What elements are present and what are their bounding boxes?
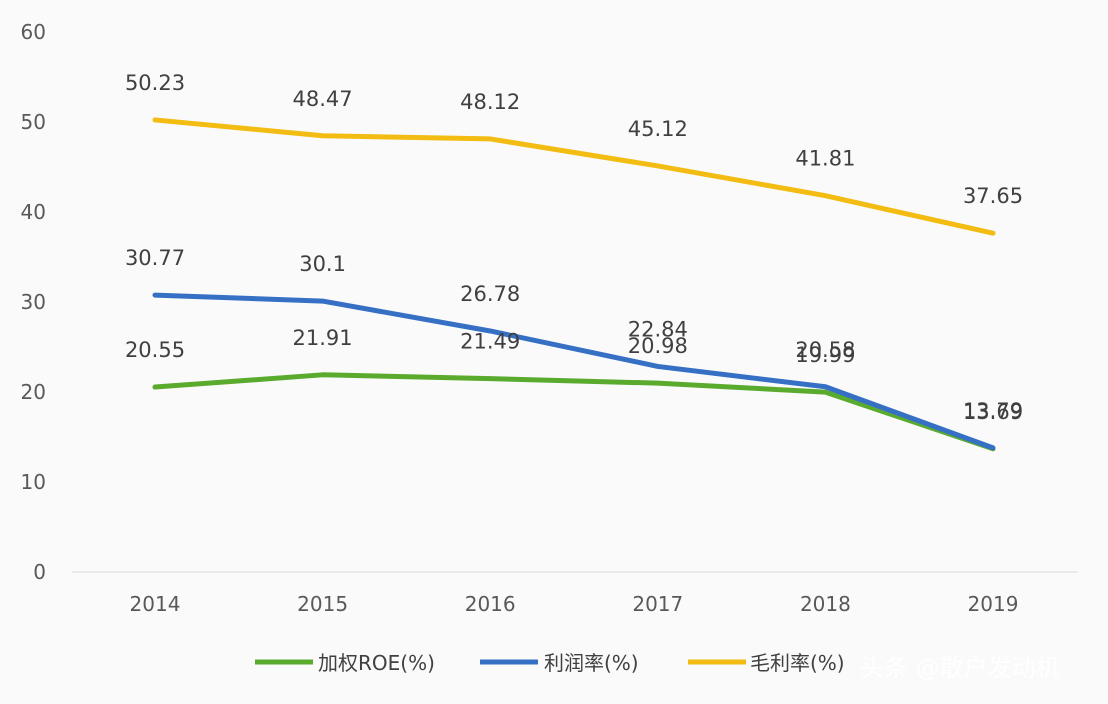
x-tick-label: 2018 — [800, 592, 851, 616]
legend: 加权ROE(%) 利润率(%) 毛利率(%) — [255, 651, 845, 675]
y-tick-label: 0 — [33, 560, 46, 584]
x-tick-label: 2019 — [968, 592, 1019, 616]
data-label: 48.12 — [460, 90, 520, 114]
data-label: 50.23 — [125, 71, 185, 95]
series-line — [152, 372, 996, 452]
legend-label: 加权ROE(%) — [318, 651, 435, 675]
data-label: 30.77 — [125, 246, 185, 270]
data-label: 20.58 — [795, 338, 855, 362]
series-line — [152, 292, 996, 451]
x-tick-label: 2016 — [465, 592, 516, 616]
data-label: 21.49 — [460, 330, 520, 354]
y-tick-label: 20 — [21, 380, 46, 404]
data-label: 19.99 — [795, 343, 855, 367]
data-label: 48.47 — [293, 87, 353, 111]
legend-label: 利润率(%) — [544, 651, 639, 675]
y-axis: 0 10 20 30 40 50 60 — [21, 20, 46, 584]
series-lines — [152, 117, 996, 452]
y-tick-label: 10 — [21, 470, 46, 494]
legend-label: 毛利率(%) — [750, 651, 845, 675]
y-tick-label: 40 — [21, 200, 46, 224]
data-label: 13.79 — [963, 399, 1023, 423]
y-tick-label: 60 — [21, 20, 46, 44]
data-label: 20.55 — [125, 338, 185, 362]
x-tick-label: 2015 — [297, 592, 348, 616]
y-tick-label: 50 — [21, 110, 46, 134]
series-line — [152, 117, 996, 236]
data-label: 13.69 — [963, 400, 1023, 424]
data-label: 22.84 — [628, 317, 688, 341]
data-label: 30.1 — [299, 252, 346, 276]
x-tick-label: 2014 — [130, 592, 181, 616]
data-labels: 20.55 21.91 21.49 20.98 19.99 13.69 30.77 30.1 2… — [125, 71, 1023, 424]
x-tick-label: 2017 — [632, 592, 683, 616]
data-label: 20.98 — [628, 334, 688, 358]
data-label: 26.78 — [460, 282, 520, 306]
data-label: 41.81 — [795, 147, 855, 171]
data-label: 37.65 — [963, 184, 1023, 208]
data-label: 21.91 — [293, 326, 353, 350]
data-label: 45.12 — [628, 117, 688, 141]
x-axis: 2014 2015 2016 2017 2018 2019 — [130, 592, 1019, 616]
y-tick-label: 30 — [21, 290, 46, 314]
watermark-text: 头条 @散户发动机 — [860, 654, 1060, 682]
